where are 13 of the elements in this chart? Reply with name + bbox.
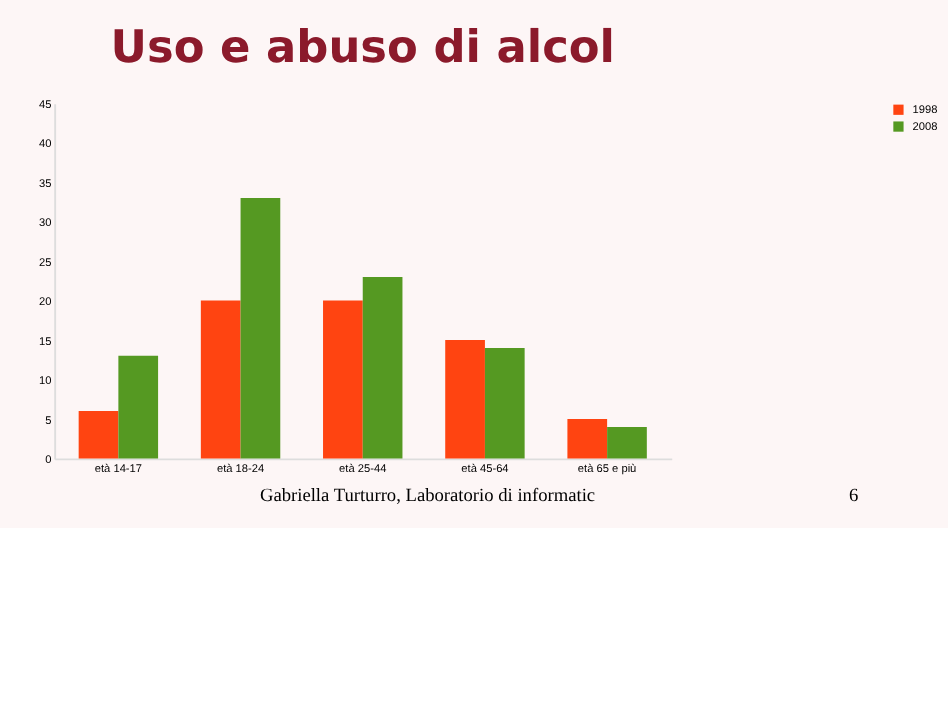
bar [484,347,525,459]
bar [607,426,647,459]
text: Gabriella Turturro, Laboratorio di informatic [259,487,596,508]
text: 6 [848,487,859,508]
bar [445,340,485,459]
bar [78,411,119,459]
bar [200,300,241,459]
bar [362,276,403,459]
bar [118,355,159,459]
bar [567,418,608,459]
bar [240,197,281,459]
bar [323,300,363,459]
chart-title: Uso e abuso di alcol [110,22,615,75]
